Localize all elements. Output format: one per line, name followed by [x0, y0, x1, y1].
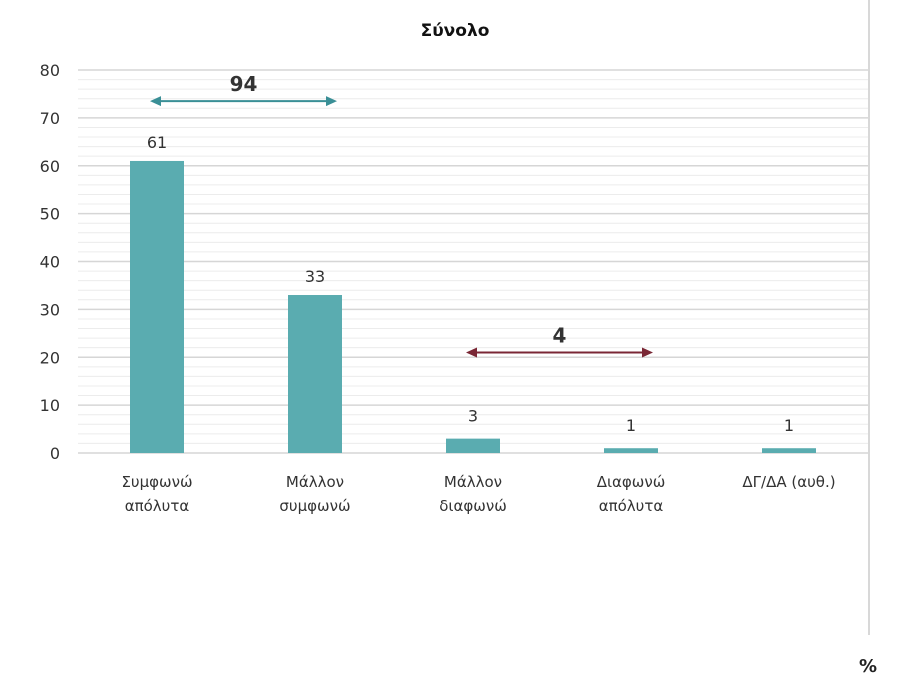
arrowhead-left-icon — [150, 96, 161, 107]
x-tick-label: Μάλλον — [286, 473, 344, 491]
y-tick-label: 0 — [50, 444, 60, 463]
x-tick-label: συμφωνώ — [279, 497, 350, 515]
y-tick-label: 50 — [40, 205, 60, 224]
y-tick-label: 70 — [40, 109, 60, 128]
data-label: 61 — [147, 133, 167, 152]
data-label: 3 — [468, 407, 478, 426]
data-label: 1 — [626, 416, 636, 435]
arrowhead-right-icon — [326, 96, 337, 107]
y-tick-label: 20 — [40, 348, 60, 367]
x-tick-label: διαφωνώ — [439, 497, 507, 515]
bar — [288, 295, 342, 453]
bar — [604, 448, 658, 453]
annotation-label: 94 — [230, 72, 258, 96]
data-label: 1 — [784, 416, 794, 435]
unit-label: % — [859, 656, 877, 677]
annotation-label: 4 — [553, 323, 567, 347]
annotations: 94 4 — [150, 72, 653, 358]
y-tick-label: 80 — [40, 61, 60, 80]
gridlines — [78, 69, 868, 454]
x-tick-label: απόλυτα — [125, 497, 190, 515]
bar — [446, 438, 500, 453]
x-tick-label: Μάλλον — [444, 473, 502, 491]
y-tick-label: 60 — [40, 157, 60, 176]
y-tick-label: 10 — [40, 396, 60, 415]
y-axis: 0 10 20 30 40 50 60 70 80 — [40, 61, 60, 463]
x-axis: Συμφωνώ απόλυτα Μάλλον συμφωνώ Μάλλον διαφωνώ… — [121, 473, 835, 515]
x-tick-label: Συμφωνώ — [121, 473, 192, 491]
chart-title: Σύνολο — [421, 21, 490, 41]
data-label: 33 — [305, 267, 325, 286]
y-tick-label: 30 — [40, 300, 60, 319]
bar — [130, 160, 184, 453]
x-tick-label: απόλυτα — [599, 497, 664, 515]
arrowhead-left-icon — [466, 347, 477, 358]
y-tick-label: 40 — [40, 253, 60, 272]
arrowhead-right-icon — [642, 347, 653, 358]
x-tick-label: Διαφωνώ — [597, 473, 666, 491]
x-tick-label: ΔΓ/ΔΑ (αυθ.) — [742, 473, 835, 491]
bar — [762, 448, 816, 453]
